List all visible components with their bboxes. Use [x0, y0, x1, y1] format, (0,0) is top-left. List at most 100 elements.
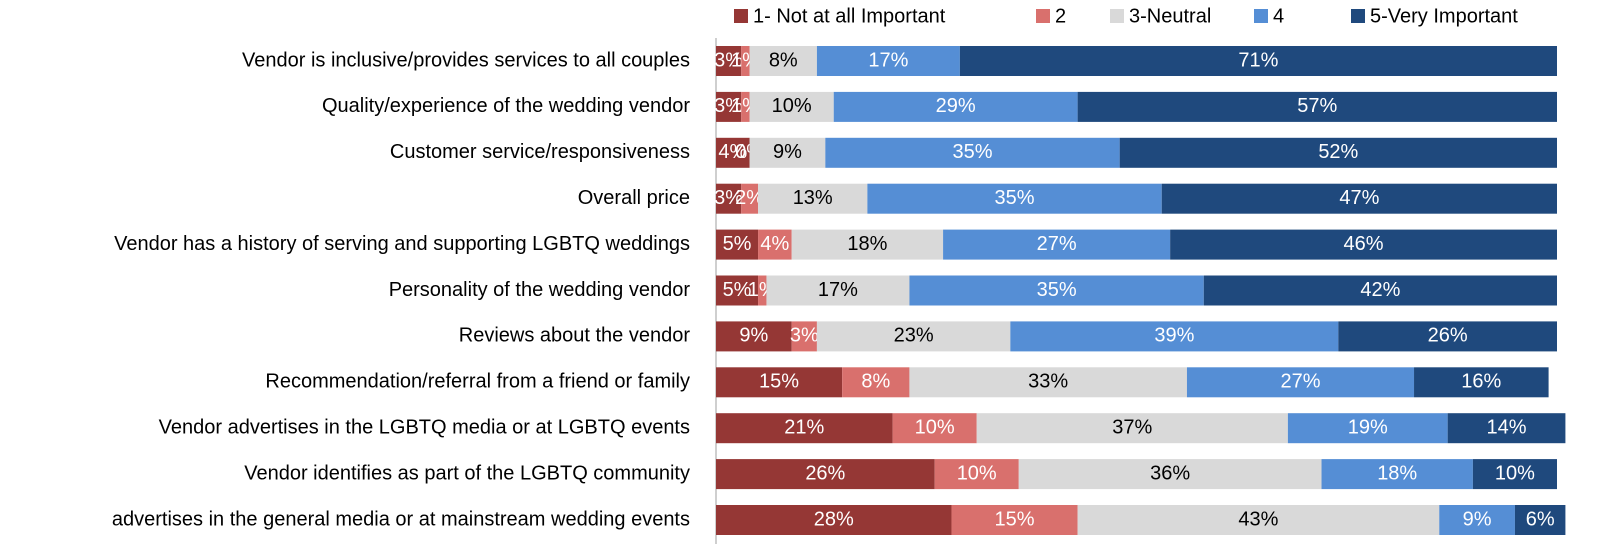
data-label: 18%	[1377, 462, 1417, 484]
legend-label: 5-Very Important	[1370, 5, 1518, 27]
bar-segment	[741, 46, 750, 76]
bar-segment	[1077, 91, 1557, 122]
bar-segment	[943, 229, 1171, 260]
data-label: 10%	[1495, 462, 1535, 484]
category-label: Personality of the wedding vendor	[389, 279, 691, 301]
bar-segment	[816, 321, 1011, 352]
bar-segment	[716, 275, 759, 306]
legend-swatch	[1351, 9, 1365, 23]
data-label: 13%	[793, 187, 833, 209]
bar-segment	[1321, 459, 1473, 490]
data-label: 10%	[915, 416, 955, 438]
data-label: 27%	[1037, 233, 1077, 255]
legend-swatch	[734, 9, 748, 23]
bar-segment	[749, 91, 834, 122]
category-label: Customer service/responsiveness	[390, 141, 690, 163]
data-label: 3%	[714, 49, 743, 71]
data-label: 27%	[1280, 371, 1320, 393]
data-label: 47%	[1339, 187, 1379, 209]
data-label: 21%	[784, 416, 824, 438]
data-label: 42%	[1360, 279, 1400, 301]
data-label: 17%	[818, 279, 858, 301]
data-label: 14%	[1487, 416, 1527, 438]
data-label: 28%	[814, 508, 854, 530]
bar-segment	[1414, 367, 1549, 398]
bar-segment	[741, 183, 759, 214]
bar-segment	[758, 275, 767, 306]
data-label: 52%	[1318, 141, 1358, 163]
bar-segment	[716, 137, 750, 168]
data-label: 10%	[957, 462, 997, 484]
legend-swatch	[1110, 9, 1124, 23]
bar-segment	[1119, 137, 1557, 168]
data-label: 8%	[861, 371, 890, 393]
data-label: 6%	[1526, 508, 1555, 530]
data-label: 46%	[1344, 233, 1384, 255]
bar-segment	[976, 413, 1288, 444]
data-label: 35%	[1037, 279, 1077, 301]
bar-segment	[716, 367, 843, 398]
bar-segment	[716, 413, 893, 444]
legend-label: 4	[1273, 5, 1284, 27]
data-label: 3%	[714, 95, 743, 117]
data-label: 3%	[714, 187, 743, 209]
bar-segment	[716, 505, 952, 535]
data-label: 26%	[1428, 325, 1468, 347]
bar-segment	[1287, 413, 1448, 444]
bar-segment	[1077, 505, 1440, 535]
bar-segment	[1514, 505, 1566, 535]
data-label: 26%	[805, 462, 845, 484]
data-label: 71%	[1238, 49, 1278, 71]
bar-segment	[749, 137, 826, 168]
category-label: Recommendation/referral from a friend or…	[265, 371, 690, 393]
category-label: Vendor advertises in the LGBTQ media or …	[159, 416, 690, 438]
legend-swatch	[1036, 9, 1050, 23]
bar-segment	[909, 275, 1204, 306]
bar-segment	[716, 459, 935, 490]
bar-segment	[1447, 413, 1566, 444]
bar-segment	[716, 183, 742, 214]
bar-segment	[867, 183, 1162, 214]
legend-label: 3-Neutral	[1129, 5, 1211, 27]
data-label: 10%	[772, 95, 812, 117]
bar-segment	[833, 91, 1078, 122]
category-label: Overall price	[578, 187, 690, 209]
data-label: 8%	[769, 49, 798, 71]
data-label: 19%	[1348, 416, 1388, 438]
data-label: 36%	[1150, 462, 1190, 484]
bar-segment	[892, 413, 977, 444]
data-label: 9%	[739, 325, 768, 347]
bar-segment	[716, 46, 742, 76]
data-label: 33%	[1028, 371, 1068, 393]
bar-segment	[951, 505, 1078, 535]
data-label: 5%	[723, 233, 752, 255]
data-label: 29%	[936, 95, 976, 117]
bar-segment	[1161, 183, 1557, 214]
data-label: 23%	[894, 325, 934, 347]
data-label: 4%	[760, 233, 789, 255]
bar-segment	[959, 46, 1557, 76]
bar-segment	[791, 229, 944, 260]
bar-segment	[816, 46, 960, 76]
bar-segment	[758, 183, 868, 214]
data-label: 2%	[735, 187, 764, 209]
data-label: 37%	[1112, 416, 1152, 438]
category-label: Vendor has a history of serving and supp…	[114, 233, 690, 255]
data-label: 43%	[1238, 508, 1278, 530]
data-label: 15%	[995, 508, 1035, 530]
bar-segment	[1170, 229, 1557, 260]
bar-segment	[1186, 367, 1415, 398]
bar-segment	[909, 367, 1187, 398]
data-label: 4%	[718, 141, 747, 163]
data-label: 9%	[773, 141, 802, 163]
bar-segment	[1203, 275, 1557, 306]
legend-label: 1- Not at all Important	[753, 5, 946, 27]
bar-segment	[758, 229, 792, 260]
bar-segment	[1338, 321, 1557, 352]
category-label: Reviews about the vendor	[459, 325, 691, 347]
bar-segment	[749, 46, 817, 76]
bar-segment	[716, 91, 742, 122]
bar-segment	[791, 321, 817, 352]
data-label: 35%	[995, 187, 1035, 209]
